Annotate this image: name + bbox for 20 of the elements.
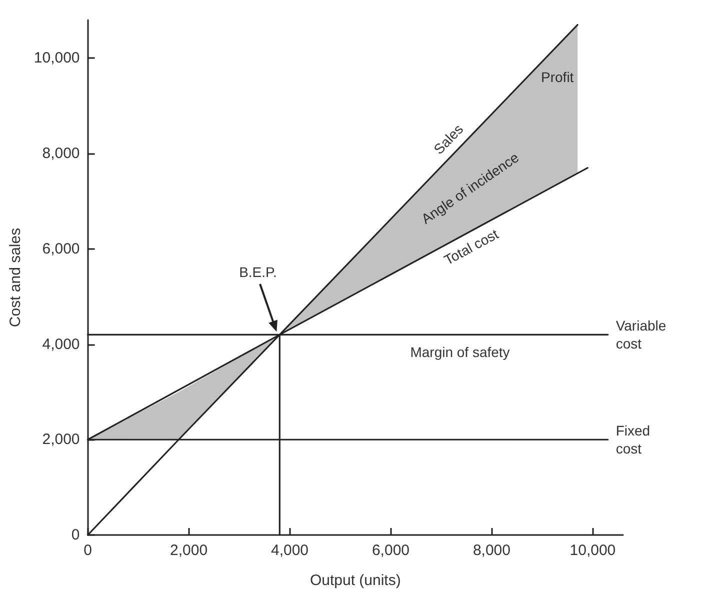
- x-tick-label: 2,000: [170, 542, 208, 559]
- x-tick-label: 8,000: [472, 542, 510, 559]
- x-tick-label: 0: [84, 542, 92, 559]
- x-tick-label: 10,000: [570, 542, 616, 559]
- text: Total cost: [441, 226, 502, 268]
- series-label: Variable cost: [616, 318, 670, 352]
- y-tick-label: 4,000: [42, 336, 80, 353]
- y-tick-label: 0: [71, 526, 80, 544]
- y-tick-label: 8,000: [42, 145, 80, 162]
- y-tick-label: 10,000: [34, 50, 80, 67]
- y-tick-label: 2,000: [42, 431, 80, 448]
- x-axis-title: Output (units): [310, 572, 401, 589]
- annotation: Margin of safety: [410, 344, 510, 360]
- annotation: B.E.P.: [239, 264, 277, 280]
- x-tick-label: 6,000: [372, 542, 410, 559]
- annotation: Profit: [541, 69, 574, 86]
- y-axis-title: Cost and sales: [7, 228, 24, 328]
- series-label: Fixed cost: [616, 422, 654, 457]
- y-tick-label: 6,000: [42, 240, 80, 258]
- x-tick-label: 4,000: [270, 542, 309, 559]
